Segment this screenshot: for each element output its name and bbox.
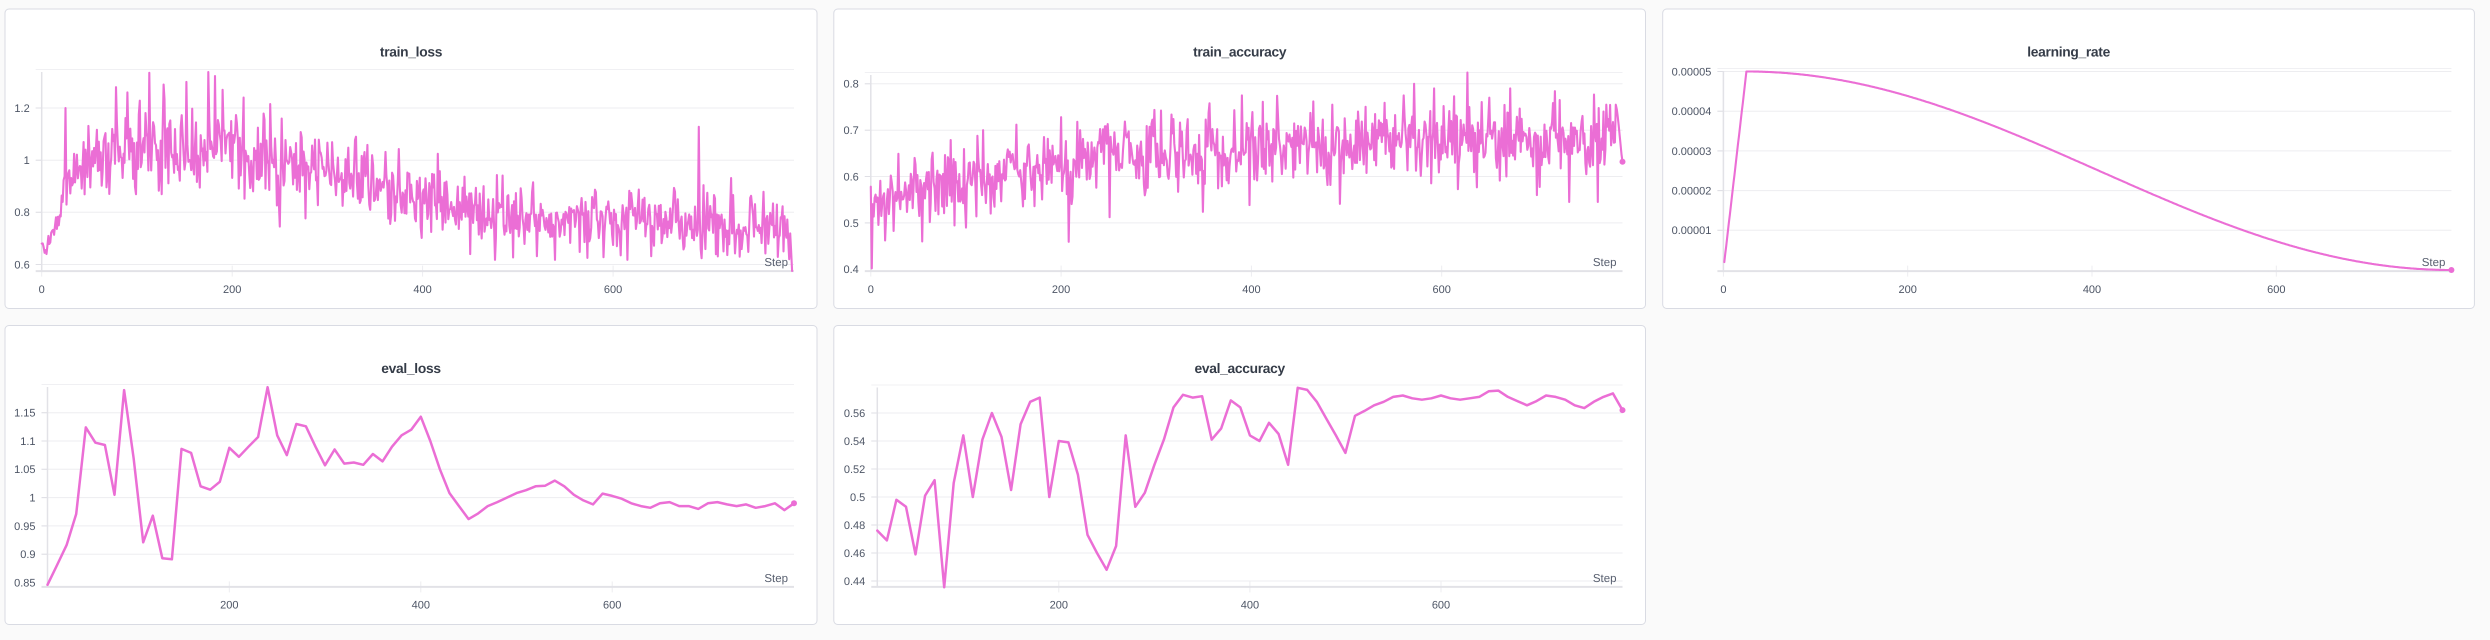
svg-text:Step: Step <box>1593 257 1617 269</box>
svg-text:Step: Step <box>1593 573 1617 585</box>
svg-text:600: 600 <box>2267 284 2285 296</box>
svg-text:0.52: 0.52 <box>844 464 865 476</box>
svg-text:0.4: 0.4 <box>844 264 859 276</box>
svg-text:1: 1 <box>24 155 30 167</box>
svg-text:200: 200 <box>220 600 238 612</box>
svg-text:200: 200 <box>1052 284 1070 296</box>
svg-text:0: 0 <box>868 284 874 296</box>
svg-text:0.56: 0.56 <box>844 408 865 420</box>
svg-text:1.2: 1.2 <box>14 103 29 115</box>
svg-text:train_loss: train_loss <box>380 45 443 60</box>
svg-text:train_accuracy: train_accuracy <box>1193 45 1287 60</box>
svg-text:400: 400 <box>1242 284 1260 296</box>
svg-text:0.85: 0.85 <box>14 577 35 589</box>
svg-text:0.8: 0.8 <box>14 207 29 219</box>
svg-text:0.6: 0.6 <box>844 171 859 183</box>
svg-text:0.48: 0.48 <box>844 520 865 532</box>
svg-text:0.7: 0.7 <box>844 125 859 137</box>
svg-text:Step: Step <box>764 257 788 269</box>
svg-text:400: 400 <box>1241 600 1259 612</box>
svg-text:600: 600 <box>1432 600 1450 612</box>
svg-text:0.5: 0.5 <box>850 492 865 504</box>
svg-text:0.44: 0.44 <box>844 576 865 588</box>
svg-text:200: 200 <box>1899 284 1917 296</box>
svg-text:0.6: 0.6 <box>14 259 29 271</box>
svg-text:0.46: 0.46 <box>844 548 865 560</box>
svg-text:0.00004: 0.00004 <box>1672 106 1712 118</box>
svg-text:1.05: 1.05 <box>14 464 35 476</box>
svg-text:400: 400 <box>413 284 431 296</box>
svg-text:0.00005: 0.00005 <box>1672 66 1712 78</box>
svg-text:1.15: 1.15 <box>14 408 35 420</box>
svg-text:0: 0 <box>1720 284 1726 296</box>
svg-text:Step: Step <box>764 573 788 585</box>
svg-text:0.5: 0.5 <box>844 218 859 230</box>
svg-text:0.8: 0.8 <box>844 79 859 91</box>
svg-text:0.00001: 0.00001 <box>1672 225 1712 237</box>
svg-text:0: 0 <box>39 284 45 296</box>
svg-text:1.1: 1.1 <box>20 436 35 448</box>
svg-text:1: 1 <box>29 493 35 505</box>
svg-text:0.9: 0.9 <box>20 549 35 561</box>
svg-text:600: 600 <box>603 600 621 612</box>
svg-text:eval_accuracy: eval_accuracy <box>1194 361 1285 376</box>
svg-text:0.00002: 0.00002 <box>1672 186 1712 198</box>
svg-text:0.54: 0.54 <box>844 436 865 448</box>
svg-text:400: 400 <box>2083 284 2101 296</box>
svg-text:600: 600 <box>604 284 622 296</box>
svg-text:learning_rate: learning_rate <box>2027 45 2110 60</box>
svg-text:200: 200 <box>1050 600 1068 612</box>
svg-text:0.95: 0.95 <box>14 521 35 533</box>
svg-text:200: 200 <box>223 284 241 296</box>
svg-text:600: 600 <box>1433 284 1451 296</box>
svg-text:Step: Step <box>2422 257 2446 269</box>
svg-text:eval_loss: eval_loss <box>381 361 441 376</box>
svg-text:400: 400 <box>412 600 430 612</box>
svg-text:0.00003: 0.00003 <box>1672 146 1712 158</box>
